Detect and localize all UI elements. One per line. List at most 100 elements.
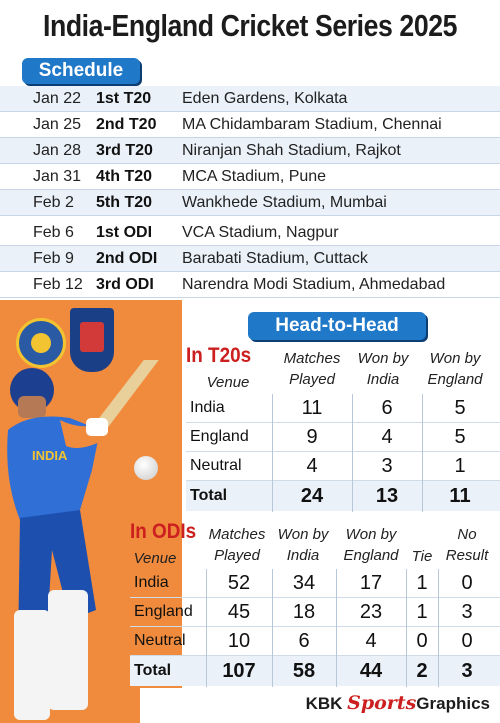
column-divider	[272, 569, 273, 687]
no-result-cell: 0	[461, 629, 473, 652]
india-wins-cell: 4	[381, 425, 393, 448]
played-cell: 4	[306, 454, 318, 477]
total-england-wins: 11	[449, 484, 471, 507]
schedule-row: Jan 28 3rd T20 Niranjan Shah Stadium, Ra…	[0, 138, 500, 164]
odi-section-label: In ODIs	[130, 520, 197, 543]
cricket-bat	[96, 360, 159, 430]
total-played: 24	[300, 484, 324, 507]
t20-header-played-line2: Played	[289, 371, 335, 388]
leg-pad	[48, 590, 88, 710]
schedule-venue: MA Chidambaram Stadium, Chennai	[182, 115, 442, 133]
t20-header-england-line1: Won by	[429, 350, 481, 367]
column-divider	[438, 569, 439, 687]
schedule-date: Jan 25	[33, 115, 82, 133]
t20-header-played: Matches Played	[272, 348, 352, 390]
schedule-venue: Wankhede Stadium, Mumbai	[182, 193, 387, 211]
odi-header-england-line1: Won by	[345, 526, 397, 543]
schedule-date: Feb 9	[33, 249, 74, 267]
schedule-date: Jan 22	[33, 89, 82, 107]
india-wins-cell: 3	[381, 454, 393, 477]
schedule-match: 2nd T20	[96, 115, 157, 133]
t20-header-england: Won by England	[420, 348, 490, 390]
played-cell: 11	[301, 396, 323, 419]
no-result-cell: 0	[461, 571, 473, 594]
odi-header-india-line1: Won by	[277, 526, 329, 543]
bcci-logo	[16, 318, 66, 368]
total-england-wins: 44	[359, 659, 383, 682]
schedule-venue: Narendra Modi Stadium, Ahmedabad	[182, 275, 446, 293]
venue-cell: Neutral	[190, 457, 242, 474]
column-divider	[406, 569, 407, 687]
cricket-ball	[134, 456, 158, 480]
venue-cell: England	[190, 428, 249, 445]
schedule-venue: Barabati Stadium, Cuttack	[182, 249, 368, 267]
table-row: Neutral 4 3 1	[186, 452, 500, 481]
odi-table: India 52 34 17 1 0 England 45 18 23 1 3 …	[130, 569, 500, 686]
total-played: 107	[222, 659, 256, 682]
schedule-venue: Eden Gardens, Kolkata	[182, 89, 348, 107]
batsman-illustration: INDIA	[7, 360, 159, 720]
schedule-row: Feb 2 5th T20 Wankhede Stadium, Mumbai	[0, 190, 500, 216]
column-divider	[272, 394, 273, 512]
jersey-text: INDIA	[32, 448, 68, 463]
venue-cell: India	[190, 399, 225, 416]
schedule-date: Feb 6	[33, 223, 74, 241]
england-wins-cell: 5	[454, 425, 466, 448]
ecb-logo	[70, 308, 114, 372]
total-label: Total	[134, 662, 172, 679]
odi-header-played-line2: Played	[214, 547, 260, 564]
schedule-venue: MCA Stadium, Pune	[182, 167, 327, 185]
schedule-match: 1st ODI	[96, 223, 153, 241]
schedule-row: Feb 9 2nd ODI Barabati Stadium, Cuttack	[0, 246, 500, 272]
schedule-date: Jan 28	[33, 141, 82, 159]
column-divider	[206, 569, 207, 687]
india-wins-cell: 34	[292, 571, 316, 594]
batting-glove	[86, 418, 108, 436]
odi-header-no-result: No Result	[438, 524, 496, 566]
leg-pad	[14, 610, 50, 720]
odi-header-england-line2: England	[343, 547, 399, 564]
total-tie: 2	[416, 659, 428, 682]
t20-header-india-line2: India	[366, 371, 400, 388]
schedule-match: 3rd T20	[96, 141, 153, 159]
t20-header-india-line1: Won by	[357, 350, 409, 367]
table-row: Neutral 10 6 4 0 0	[130, 627, 500, 656]
schedule-date: Feb 12	[33, 275, 83, 293]
column-divider	[352, 394, 353, 512]
venue-cell: India	[134, 574, 169, 591]
table-row: India 11 6 5	[186, 394, 500, 423]
odi-header-nr-line2: Result	[445, 547, 489, 564]
total-no-result: 3	[461, 659, 473, 682]
india-wins-cell: 6	[298, 629, 310, 652]
credit-left: KBK	[305, 694, 348, 713]
played-cell: 9	[306, 425, 318, 448]
total-row: Total 107 58 44 2 3	[130, 656, 500, 686]
t20-header-england-line2: England	[427, 371, 483, 388]
credit-right: Graphics	[416, 694, 490, 713]
total-india-wins: 58	[292, 659, 316, 682]
tie-cell: 1	[416, 571, 428, 594]
t20-header-india: Won by India	[348, 348, 418, 390]
t20-section-label: In T20s	[186, 344, 252, 367]
schedule-row: Feb 12 3rd ODI Narendra Modi Stadium, Ah…	[0, 272, 500, 298]
column-divider	[336, 569, 337, 687]
column-divider	[422, 394, 423, 512]
odi-header-india: Won by India	[272, 524, 334, 566]
t20-header-played-line1: Matches	[283, 350, 341, 367]
schedule-date: Jan 31	[33, 167, 82, 185]
schedule-match: 4th T20	[96, 167, 153, 185]
england-wins-cell: 5	[454, 396, 466, 419]
head-to-head-heading: Head-to-Head	[248, 312, 426, 340]
schedule-row: Jan 25 2nd T20 MA Chidambaram Stadium, C…	[0, 112, 500, 138]
england-wins-cell: 4	[365, 629, 377, 652]
tie-cell: 0	[416, 629, 428, 652]
player-face	[18, 396, 46, 418]
odi-header-england: Won by England	[336, 524, 406, 566]
played-cell: 10	[227, 629, 251, 652]
india-wins-cell: 6	[381, 396, 393, 419]
table-row: England 9 4 5	[186, 423, 500, 452]
schedule-venue: Niranjan Shah Stadium, Rajkot	[182, 141, 401, 159]
schedule-match: 3rd ODI	[96, 275, 154, 293]
t20-table: India 11 6 5 England 9 4 5 Neutral 4 3 1…	[186, 394, 500, 511]
table-row: England 45 18 23 1 3	[130, 598, 500, 627]
